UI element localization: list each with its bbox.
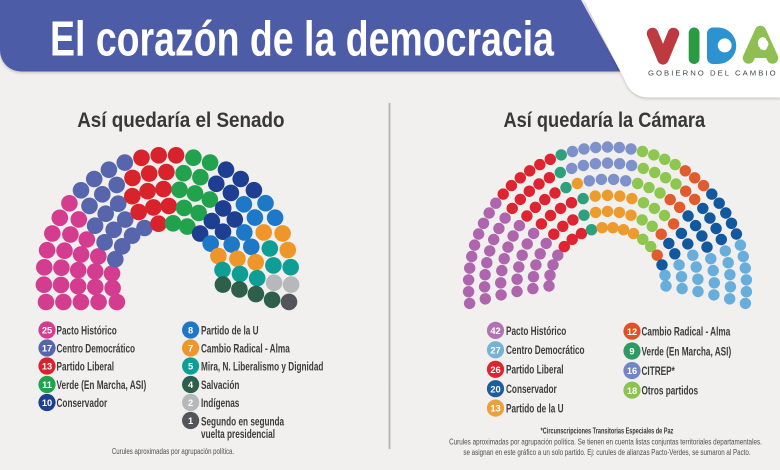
svg-text:se asignan en este gráfico a u: se asignan en este gráfico a un solo par… [463, 449, 750, 457]
svg-text:Conservador: Conservador [506, 384, 557, 397]
svg-text:Partido Liberal: Partido Liberal [56, 361, 114, 374]
svg-text:Segundo en segunda: Segundo en segunda [201, 416, 284, 429]
svg-text:Curules aproximadas por agrupa: Curules aproximadas por agrupación polít… [449, 438, 762, 447]
svg-text:vuelta presidencial: vuelta presidencial [201, 429, 275, 442]
svg-text:Partido Liberal: Partido Liberal [506, 364, 564, 377]
svg-text:13: 13 [490, 404, 500, 414]
svg-text:Así quedaría el Senado: Así quedaría el Senado [77, 109, 284, 132]
svg-text:7: 7 [188, 344, 193, 354]
svg-text:CITREP*: CITREP* [641, 366, 675, 379]
svg-text:16: 16 [627, 366, 637, 376]
svg-text:Partido de la U: Partido de la U [506, 403, 564, 416]
svg-text:Salvación: Salvación [201, 380, 239, 393]
svg-text:Cambio Radical - Alma: Cambio Radical - Alma [201, 343, 290, 356]
svg-text:*Circunscripciones Transitoria: *Circunscripciones Transitorias Especial… [541, 426, 674, 435]
svg-text:4: 4 [188, 380, 194, 390]
svg-text:12: 12 [627, 327, 637, 337]
svg-text:GOBIERNO DEL CAMBIO: GOBIERNO DEL CAMBIO [648, 69, 778, 78]
svg-text:42: 42 [490, 326, 500, 336]
svg-text:Pacto Histórico: Pacto Histórico [506, 325, 566, 338]
svg-text:Centro Democrático: Centro Democrático [56, 343, 135, 356]
svg-text:Centro Democrático: Centro Democrático [506, 345, 585, 358]
svg-text:27: 27 [490, 345, 500, 355]
svg-text:Mira, N. Liberalismo y Dignida: Mira, N. Liberalismo y Dignidad [201, 361, 323, 374]
svg-text:26: 26 [490, 365, 500, 375]
svg-text:8: 8 [188, 326, 193, 336]
svg-text:25: 25 [42, 326, 52, 336]
svg-text:9: 9 [629, 347, 634, 357]
svg-text:1: 1 [188, 416, 193, 426]
svg-text:18: 18 [627, 386, 637, 396]
svg-text:Pacto Histórico: Pacto Histórico [56, 325, 116, 338]
svg-text:Verde (En Marcha, ASI): Verde (En Marcha, ASI) [641, 346, 731, 359]
svg-text:11: 11 [42, 380, 52, 390]
svg-text:13: 13 [42, 362, 52, 372]
svg-text:Partido de la U: Partido de la U [201, 325, 259, 338]
svg-text:Indígenas: Indígenas [201, 398, 240, 411]
svg-text:20: 20 [490, 384, 500, 394]
svg-text:10: 10 [42, 398, 52, 408]
svg-text:Otros partidos: Otros partidos [641, 385, 698, 398]
svg-text:Verde (En Marcha, ASI): Verde (En Marcha, ASI) [56, 380, 146, 393]
svg-text:17: 17 [42, 344, 52, 354]
svg-text:Así quedaría la Cámara: Así quedaría la Cámara [504, 109, 706, 132]
svg-text:El corazón de la democracia: El corazón de la democracia [50, 12, 554, 67]
svg-text:2: 2 [188, 398, 193, 408]
svg-text:Curules aproximadas por agrupa: Curules aproximadas por agrupación polít… [112, 448, 234, 456]
svg-text:Conservador: Conservador [56, 398, 107, 411]
svg-text:5: 5 [188, 362, 193, 372]
svg-text:Cambio Radical - Alma: Cambio Radical - Alma [641, 326, 730, 339]
